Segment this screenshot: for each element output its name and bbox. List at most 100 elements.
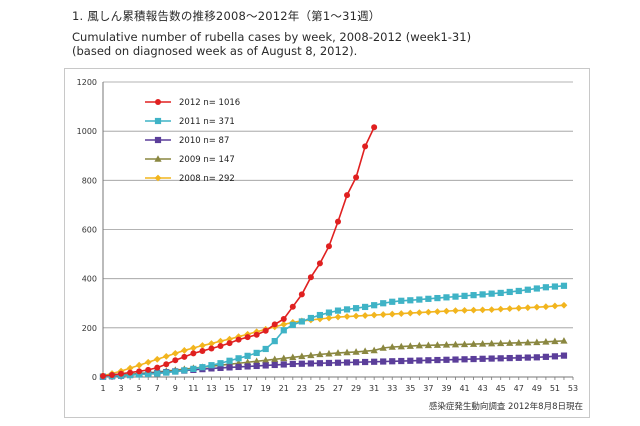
data-point-2012 [118, 370, 125, 377]
data-point-2011 [208, 362, 215, 369]
data-point-2009 [253, 357, 261, 365]
data-point-2012 [100, 373, 106, 380]
data-point-2009 [298, 352, 306, 360]
data-point-2008 [153, 355, 161, 363]
data-point-2010 [479, 355, 486, 362]
data-point-2008 [226, 335, 233, 343]
data-point-2012 [190, 350, 197, 357]
data-point-2011 [316, 311, 324, 319]
data-point-2009 [515, 339, 523, 346]
x-tick-label: 43 [478, 384, 488, 393]
data-point-2009 [370, 346, 378, 354]
data-point-2012 [136, 368, 143, 375]
data-point-2009 [442, 340, 451, 348]
data-point-2009 [524, 338, 532, 346]
x-tick-label: 51 [550, 384, 560, 393]
data-point-2008 [470, 306, 477, 314]
data-point-2010 [208, 365, 215, 372]
data-point-2012 [163, 361, 170, 368]
series-line-2009 [102, 340, 565, 378]
data-point-2010 [389, 358, 396, 365]
data-point-2008 [443, 307, 450, 315]
data-point-2011 [407, 297, 414, 304]
data-point-2010 [362, 358, 369, 366]
data-point-2008 [515, 304, 523, 312]
data-point-2012 [244, 334, 251, 341]
data-point-2011 [434, 294, 441, 302]
data-point-2008 [280, 320, 288, 328]
data-point-2009 [560, 337, 568, 344]
data-point-2011 [136, 371, 143, 378]
data-point-2010 [352, 359, 360, 366]
data-point-2008 [524, 304, 532, 312]
data-point-2011 [515, 287, 522, 295]
data-point-2008 [388, 310, 396, 318]
legend: 2012 n= 1016 2011 n= 371 2010 n= 87 2009 n=… [145, 98, 240, 184]
series-2008 [99, 301, 568, 380]
data-point-2008 [506, 305, 514, 313]
y-tick-label: 0 [92, 373, 97, 382]
x-tick-label: 23 [297, 384, 307, 393]
data-point-2008 [217, 337, 224, 345]
data-point-2011 [271, 338, 278, 345]
x-tick-label: 13 [206, 384, 216, 393]
data-point-2008 [452, 307, 459, 315]
data-point-2011 [217, 360, 224, 367]
data-point-2009 [424, 341, 432, 349]
legend-label: 2012 n= 1016 [179, 98, 240, 108]
series-2011 [99, 282, 568, 380]
x-tick-label: 41 [459, 384, 469, 393]
data-point-2011 [488, 290, 495, 297]
x-tick-label: 39 [441, 384, 451, 393]
data-point-2010 [488, 355, 495, 362]
data-point-2010 [470, 355, 477, 363]
x-tick-label: 15 [224, 384, 234, 393]
data-point-2010 [334, 359, 342, 366]
data-point-2011 [253, 349, 260, 357]
data-point-2010 [253, 362, 260, 370]
legend-swatch-marker [154, 174, 162, 182]
data-point-2011 [307, 314, 314, 322]
data-point-2012 [145, 366, 152, 373]
data-point-2012 [208, 345, 215, 352]
data-point-2010 [560, 352, 568, 359]
data-point-2011 [172, 368, 179, 375]
data-point-2009 [343, 348, 351, 356]
legend-item-2010: 2010 n= 87 [145, 136, 229, 146]
x-tick-label: 53 [568, 384, 578, 393]
data-point-2010 [371, 358, 378, 365]
data-point-2011 [163, 369, 170, 376]
data-point-2011 [334, 307, 342, 314]
legend-label: 2009 n= 147 [179, 155, 235, 165]
data-point-2009 [352, 348, 360, 355]
series-line-2010 [102, 354, 565, 378]
data-point-2010 [380, 358, 387, 365]
data-point-2010 [407, 357, 414, 364]
y-tick-label: 1200 [77, 78, 97, 87]
data-point-2011 [154, 370, 161, 377]
data-point-2010 [307, 360, 314, 367]
data-point-2012 [316, 260, 323, 267]
series-2012 [100, 124, 378, 380]
data-point-2010 [452, 356, 459, 363]
data-point-2012 [353, 174, 360, 181]
x-tick-label: 19 [261, 384, 271, 393]
data-point-2009 [488, 339, 496, 347]
data-point-2009 [433, 341, 442, 348]
data-point-2011 [560, 282, 568, 289]
data-point-2010 [298, 360, 305, 367]
data-point-2008 [208, 340, 215, 347]
y-tick-label: 200 [82, 324, 97, 333]
data-point-2011 [416, 296, 423, 303]
data-point-2010 [515, 354, 522, 361]
data-point-2009 [280, 354, 288, 362]
data-point-2009 [307, 351, 315, 359]
data-point-2009 [479, 340, 487, 347]
data-point-2009 [334, 349, 342, 356]
data-point-2008 [144, 358, 152, 366]
data-point-2010 [398, 357, 405, 365]
data-point-2008 [171, 350, 179, 357]
data-point-2009 [469, 340, 478, 347]
data-point-2011 [380, 300, 387, 307]
